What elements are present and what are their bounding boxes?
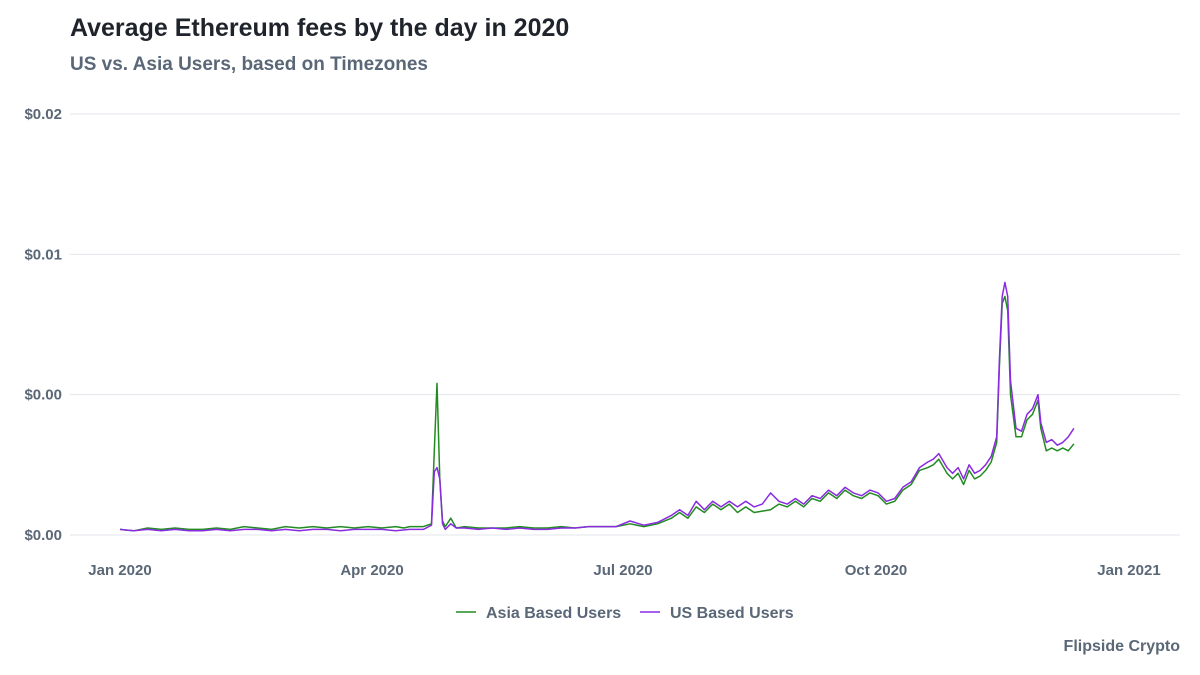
series-line-us bbox=[119, 281, 1075, 532]
x-tick-label: Jul 2020 bbox=[593, 562, 652, 579]
x-tick-label: Oct 2020 bbox=[845, 562, 908, 579]
legend: Asia Based Users US Based Users bbox=[456, 605, 794, 622]
y-tick-label: $0.01 bbox=[24, 246, 62, 263]
x-tick-label: Apr 2020 bbox=[340, 562, 403, 579]
chart-title: Average Ethereum fees by the day in 2020 bbox=[70, 14, 570, 42]
y-tick-label: $0.02 bbox=[24, 106, 62, 123]
series-lines bbox=[119, 281, 1075, 532]
source-caption: Flipside Crypto bbox=[1063, 638, 1180, 655]
y-axis-ticks: $0.00 $0.00 $0.01 $0.02 bbox=[24, 106, 62, 544]
grid-lines bbox=[70, 113, 1180, 536]
x-tick-label: Jan 2020 bbox=[88, 562, 151, 579]
x-axis-ticks: Jan 2020 Apr 2020 Jul 2020 Oct 2020 Jan 2021 bbox=[88, 562, 1160, 579]
y-tick-label: $0.00 bbox=[24, 527, 62, 544]
legend-label: Asia Based Users bbox=[486, 605, 621, 622]
legend-label: US Based Users bbox=[670, 605, 794, 622]
chart-subtitle: US vs. Asia Users, based on Timezones bbox=[70, 54, 428, 75]
series-line-asia bbox=[119, 295, 1075, 532]
x-tick-label: Jan 2021 bbox=[1097, 562, 1160, 579]
y-tick-label: $0.00 bbox=[24, 387, 62, 404]
